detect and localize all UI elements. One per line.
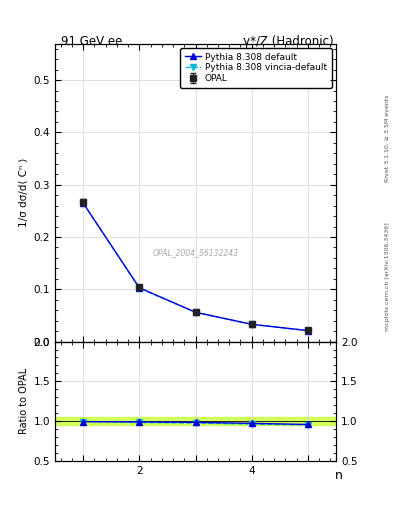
Pythia 8.308 default: [193, 309, 198, 315]
Pythia 8.308 default: [137, 285, 142, 291]
Pythia 8.308 default: [81, 200, 86, 206]
Line: Pythia 8.308 default: Pythia 8.308 default: [80, 200, 311, 333]
Pythia 8.308 default: [250, 321, 254, 327]
Legend: Pythia 8.308 default, Pythia 8.308 vincia-default, OPAL: Pythia 8.308 default, Pythia 8.308 vinci…: [180, 48, 332, 88]
Pythia 8.308 vincia-default: [306, 328, 310, 334]
Pythia 8.308 vincia-default: [193, 309, 198, 315]
Pythia 8.308 vincia-default: [81, 200, 86, 206]
Text: 91 GeV ee: 91 GeV ee: [61, 35, 122, 48]
Y-axis label: Ratio to OPAL: Ratio to OPAL: [19, 368, 29, 434]
Pythia 8.308 vincia-default: [250, 321, 254, 327]
Bar: [55, 417, 336, 425]
Text: γ*/Z (Hadronic): γ*/Z (Hadronic): [243, 35, 334, 48]
Pythia 8.308 vincia-default: [137, 285, 142, 291]
Text: OPAL_2004_S6132243: OPAL_2004_S6132243: [152, 248, 239, 257]
Y-axis label: 1/σ dσ/d⟨ Cⁿ ⟩: 1/σ dσ/d⟨ Cⁿ ⟩: [20, 158, 29, 227]
Text: mcplots.cern.ch [arXiv:1306.3436]: mcplots.cern.ch [arXiv:1306.3436]: [385, 222, 389, 331]
Text: Rivet 3.1.10, ≥ 3.5M events: Rivet 3.1.10, ≥ 3.5M events: [385, 95, 389, 182]
Line: Pythia 8.308 vincia-default: Pythia 8.308 vincia-default: [80, 200, 311, 333]
Pythia 8.308 default: [306, 328, 310, 334]
X-axis label: n: n: [335, 469, 343, 482]
